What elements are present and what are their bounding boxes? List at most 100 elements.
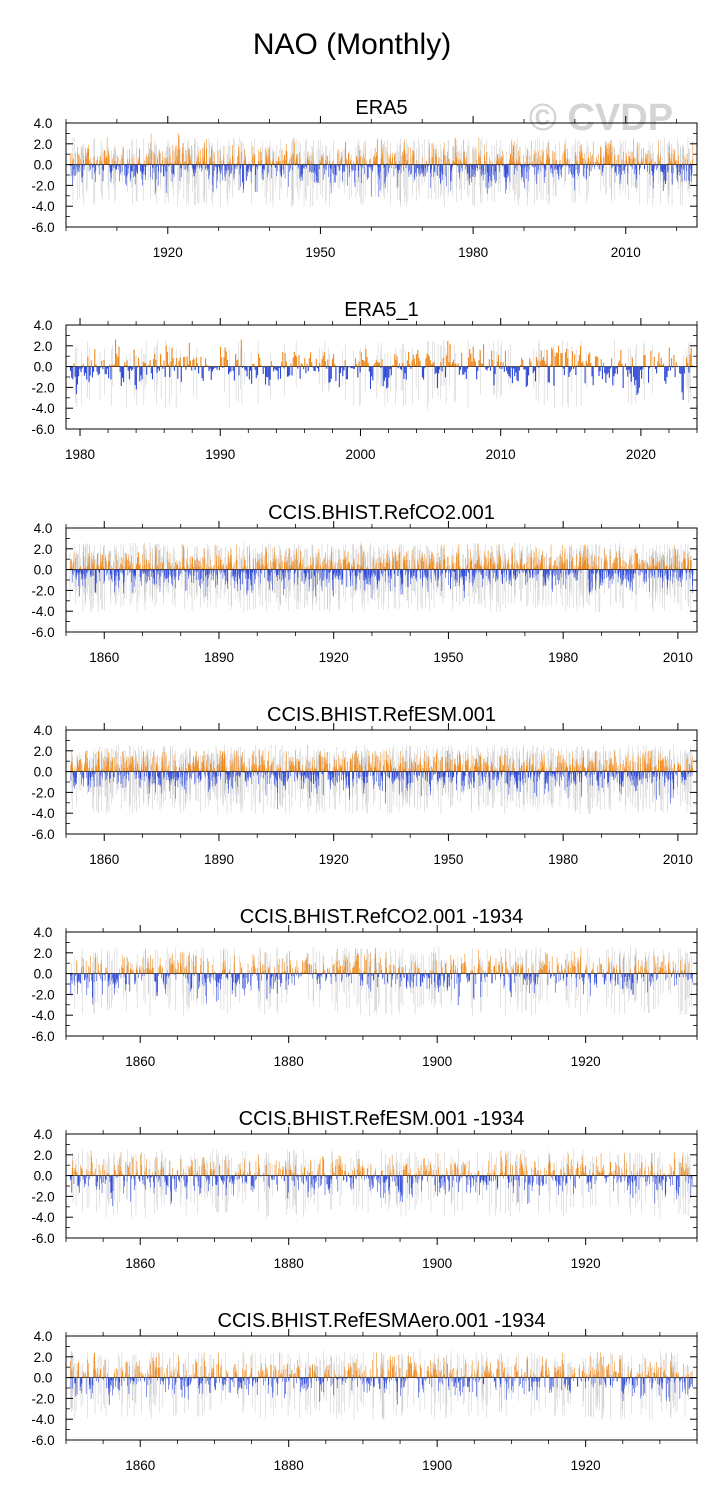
positive-bar [663, 363, 665, 367]
negative-bar [364, 569, 366, 574]
negative-bar [638, 569, 640, 576]
negative-bar [165, 164, 167, 193]
negative-bar [135, 569, 136, 580]
negative-bar [204, 569, 206, 577]
positive-bar [526, 156, 527, 165]
negative-bar [120, 366, 122, 386]
negative-bar [600, 569, 601, 586]
negative-bar [635, 164, 636, 170]
positive-bar [605, 141, 607, 165]
negative-bar [423, 164, 424, 171]
negative-bar [187, 569, 189, 576]
negative-bar [254, 569, 255, 576]
positive-bar [484, 155, 485, 165]
positive-bar [677, 549, 678, 570]
negative-bar [494, 164, 495, 180]
positive-bar [429, 565, 430, 570]
positive-bar [344, 559, 345, 570]
positive-bar [653, 558, 654, 570]
positive-bar [130, 566, 131, 570]
negative-bar [78, 164, 79, 172]
negative-bar [468, 569, 469, 573]
negative-bar [414, 164, 416, 181]
positive-bar [75, 568, 76, 570]
negative-bar [120, 164, 121, 173]
positive-bar [636, 553, 638, 570]
positive-bar [576, 568, 578, 570]
positive-bar [656, 154, 658, 165]
positive-bar [671, 148, 673, 165]
positive-bar [454, 161, 455, 165]
negative-bar [686, 569, 688, 573]
negative-bar [134, 164, 136, 185]
positive-bar [406, 360, 408, 367]
positive-bar [690, 560, 692, 570]
positive-bar [259, 357, 261, 367]
negative-bar [72, 164, 74, 176]
positive-bar [602, 156, 604, 165]
negative-bar [72, 366, 74, 380]
positive-bar [270, 361, 272, 367]
negative-bar [164, 366, 166, 377]
negative-bar [109, 164, 110, 168]
positive-bar [87, 153, 88, 165]
positive-bar [144, 160, 146, 165]
negative-bar [681, 164, 683, 182]
positive-bar [407, 160, 408, 165]
positive-bar [76, 554, 78, 570]
negative-bar [654, 164, 655, 170]
positive-bar [289, 565, 290, 570]
negative-bar [448, 569, 449, 586]
positive-bar [411, 156, 413, 165]
negative-bar [401, 366, 403, 371]
negative-bar [189, 569, 190, 573]
positive-bar [597, 160, 598, 165]
negative-bar [295, 164, 296, 166]
positive-bar [688, 557, 689, 570]
negative-bar [226, 569, 227, 581]
negative-bar [174, 569, 176, 578]
negative-bar [651, 164, 653, 176]
positive-bar [244, 560, 246, 570]
positive-bar [688, 568, 690, 570]
positive-bar [673, 545, 675, 570]
negative-bar [305, 569, 306, 582]
negative-bar [148, 569, 150, 572]
positive-bar [348, 562, 350, 570]
negative-bar [686, 164, 687, 172]
negative-bar [141, 569, 142, 586]
positive-bar [72, 159, 74, 165]
negative-bar [353, 366, 355, 369]
positive-bar [596, 564, 597, 570]
negative-bar [289, 164, 291, 170]
positive-bar [393, 558, 395, 570]
positive-bar [396, 565, 397, 570]
positive-bar [438, 563, 440, 570]
negative-bar [99, 569, 101, 582]
positive-bar [165, 158, 167, 165]
negative-bar [325, 569, 327, 587]
positive-bar [133, 350, 135, 367]
positive-bar [609, 148, 610, 165]
negative-bar [356, 569, 358, 578]
positive-bar [468, 357, 470, 367]
negative-bar [118, 569, 119, 588]
positive-bar [591, 163, 593, 165]
positive-bar [449, 565, 451, 570]
negative-bar [254, 366, 256, 370]
negative-bar [441, 366, 443, 372]
positive-bar [659, 562, 660, 570]
positive-bar [378, 558, 380, 570]
positive-bar [398, 363, 400, 367]
positive-bar [614, 561, 615, 570]
positive-bar [404, 560, 406, 570]
negative-bar [630, 569, 631, 587]
positive-bar [343, 560, 345, 570]
negative-bar [475, 569, 477, 574]
positive-bar [402, 152, 403, 165]
negative-bar [338, 164, 339, 168]
negative-bar [282, 569, 283, 576]
positive-bar [350, 160, 352, 165]
positive-bar [590, 363, 592, 367]
negative-bar [301, 569, 303, 582]
